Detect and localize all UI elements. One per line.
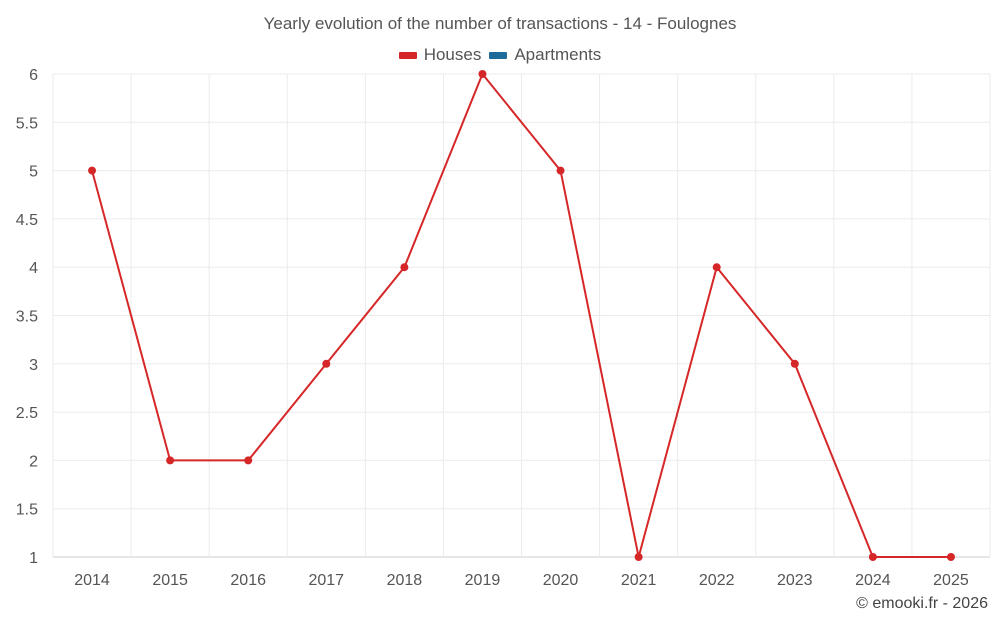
x-tick-label: 2016 bbox=[230, 572, 266, 589]
x-tick-label: 2019 bbox=[465, 572, 501, 589]
data-point bbox=[244, 456, 253, 465]
data-point bbox=[634, 553, 643, 561]
y-tick-label: 4 bbox=[29, 260, 38, 277]
series-line-houses bbox=[91, 73, 951, 558]
x-tick-label: 2020 bbox=[543, 572, 579, 589]
y-tick-label: 1 bbox=[29, 550, 38, 567]
data-point bbox=[400, 263, 409, 272]
copyright-text: © emooki.fr - 2026 bbox=[856, 595, 988, 612]
chart-title: Yearly evolution of the number of transa… bbox=[263, 14, 737, 33]
x-tick-label: 2018 bbox=[387, 572, 423, 589]
y-tick-label: 1.5 bbox=[16, 502, 38, 519]
y-tick-label: 3.5 bbox=[16, 309, 38, 326]
x-tick-label: 2021 bbox=[621, 572, 657, 589]
data-point bbox=[868, 553, 877, 561]
x-tick-label: 2023 bbox=[777, 572, 813, 589]
legend-label-apartments: Apartments bbox=[514, 45, 602, 64]
data-point bbox=[946, 553, 955, 561]
data-point bbox=[790, 359, 799, 368]
legend-item-houses[interactable]: Houses bbox=[398, 45, 482, 65]
data-point bbox=[712, 263, 721, 272]
y-tick-label: 3 bbox=[29, 357, 38, 374]
data-point bbox=[88, 166, 97, 175]
y-tick-label: 2 bbox=[29, 453, 38, 470]
y-tick-label: 6 bbox=[29, 67, 38, 84]
x-tick-label: 2017 bbox=[308, 572, 344, 589]
legend-item-apartments[interactable]: Apartments bbox=[489, 45, 601, 65]
legend-label-houses: Houses bbox=[423, 45, 482, 64]
legend-swatch-apartments bbox=[489, 51, 508, 59]
legend: Houses Apartments bbox=[0, 45, 1000, 65]
data-point bbox=[478, 70, 487, 78]
y-tick-label: 2.5 bbox=[16, 405, 38, 422]
x-tick-label: 2025 bbox=[933, 572, 969, 589]
x-tick-label: 2014 bbox=[74, 572, 110, 589]
x-tick-label: 2024 bbox=[855, 572, 891, 589]
y-tick-label: 4.5 bbox=[16, 212, 38, 229]
data-point bbox=[322, 359, 331, 368]
x-tick-label: 2015 bbox=[152, 572, 188, 589]
y-tick-label: 5.5 bbox=[16, 115, 38, 132]
legend-swatch-houses bbox=[398, 51, 417, 59]
data-point bbox=[556, 166, 565, 175]
data-point bbox=[166, 456, 175, 465]
y-tick-label: 5 bbox=[29, 164, 38, 181]
x-tick-label: 2022 bbox=[699, 572, 735, 589]
